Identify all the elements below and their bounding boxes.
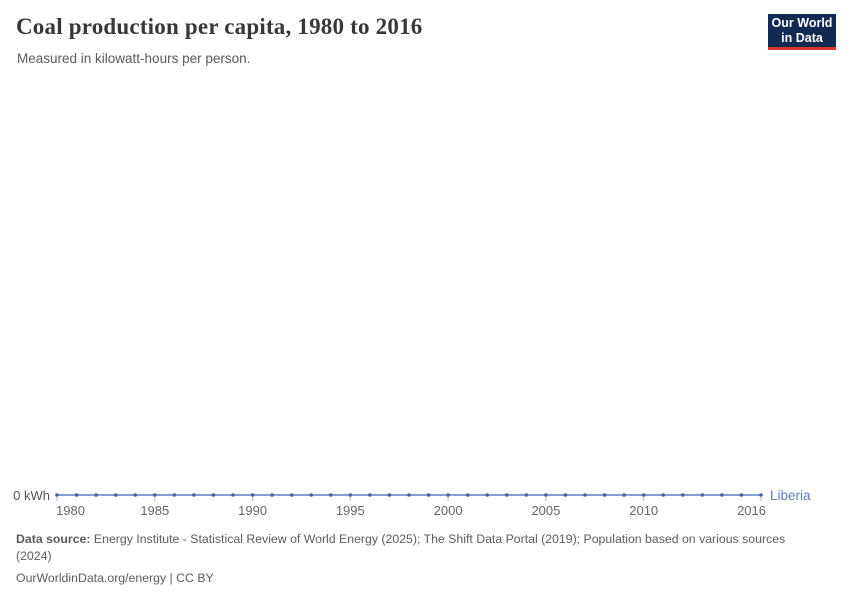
data-point[interactable]: [231, 493, 235, 497]
data-source-text-wrap: (2024): [16, 548, 52, 563]
data-point[interactable]: [368, 493, 372, 497]
data-point[interactable]: [172, 493, 177, 497]
data-source-label: Data source:: [16, 532, 91, 546]
data-point[interactable]: [661, 493, 665, 497]
data-point[interactable]: [485, 493, 490, 497]
data-point[interactable]: [700, 493, 705, 497]
x-axis-labels: 1980 1985 1990 1995 2000 2005 2010 2016: [56, 503, 766, 518]
license-link[interactable]: OurWorldinData.org/energy | CC BY: [16, 571, 214, 585]
data-point[interactable]: [759, 493, 763, 497]
owid-logo-line1: Our World: [771, 15, 833, 30]
data-point[interactable]: [602, 493, 607, 497]
data-point[interactable]: [348, 493, 353, 497]
data-point[interactable]: [309, 493, 314, 497]
x-tick-label: 2010: [629, 503, 658, 518]
data-point[interactable]: [289, 493, 294, 497]
data-point[interactable]: [583, 493, 587, 497]
data-point[interactable]: [74, 493, 79, 497]
data-point[interactable]: [563, 493, 568, 497]
chart-subtitle: Measured in kilowatt-hours per person.: [17, 51, 251, 66]
data-point[interactable]: [622, 493, 626, 497]
data-source-text: Energy Institute - Statistical Review of…: [93, 532, 786, 546]
page-title: Coal production per capita, 1980 to 2016: [16, 14, 423, 39]
x-axis-ticks: [56, 496, 762, 501]
data-point[interactable]: [250, 493, 255, 497]
x-tick-label: 1985: [140, 503, 169, 518]
data-point[interactable]: [720, 493, 724, 497]
data-point[interactable]: [739, 493, 744, 497]
x-tick-label: 2016: [737, 503, 766, 518]
x-tick-label: 1980: [56, 503, 85, 518]
data-point[interactable]: [192, 493, 196, 497]
data-point[interactable]: [426, 493, 431, 497]
data-point[interactable]: [544, 493, 548, 497]
data-point[interactable]: [270, 493, 274, 497]
data-point[interactable]: [55, 493, 59, 497]
data-point[interactable]: [113, 493, 118, 497]
data-point[interactable]: [387, 493, 392, 497]
x-tick-label: 2000: [434, 503, 463, 518]
data-point[interactable]: [407, 493, 411, 497]
data-point[interactable]: [329, 493, 333, 497]
owid-logo[interactable]: Our World in Data: [768, 14, 836, 50]
data-point[interactable]: [641, 493, 646, 497]
chart-footer: Data source: Energy Institute - Statisti…: [16, 531, 820, 587]
data-point[interactable]: [94, 493, 98, 497]
data-point[interactable]: [153, 493, 157, 497]
data-point[interactable]: [505, 493, 509, 497]
x-tick-label: 2005: [531, 503, 560, 518]
line-series: [55, 493, 763, 497]
data-point[interactable]: [446, 493, 450, 497]
x-tick-label: 1990: [238, 503, 267, 518]
data-point[interactable]: [524, 493, 529, 497]
owid-logo-line2: in Data: [781, 30, 823, 45]
data-point[interactable]: [133, 493, 137, 497]
x-tick-label: 1995: [336, 503, 365, 518]
y-axis-zero-label: 0 kWh: [13, 488, 50, 503]
data-source-note: Data source: Energy Institute - Statisti…: [16, 531, 820, 564]
data-point[interactable]: [465, 493, 470, 497]
data-point[interactable]: [211, 493, 216, 497]
data-point[interactable]: [681, 493, 685, 497]
entity-label-liberia[interactable]: Liberia: [770, 488, 811, 503]
